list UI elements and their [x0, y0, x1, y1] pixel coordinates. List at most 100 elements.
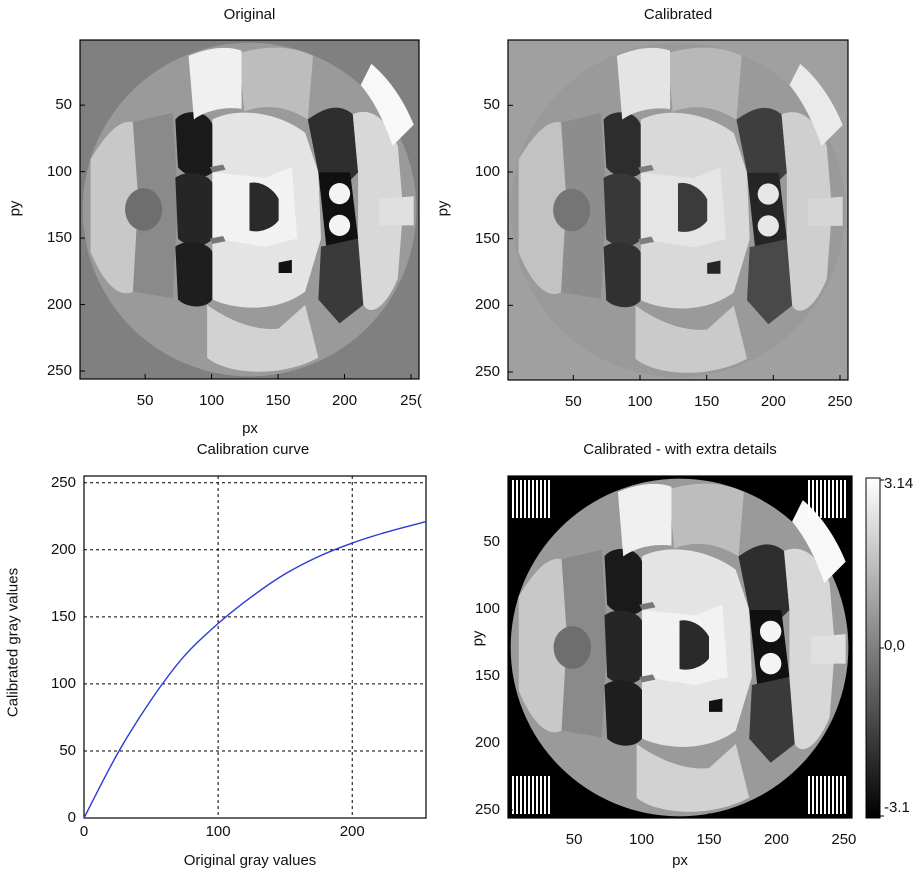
calibration-stripe: [812, 776, 814, 814]
calibration-stripe: [548, 776, 550, 814]
calibration-stripe: [528, 480, 530, 518]
colorbar-label: 0,0: [884, 637, 905, 654]
chart-title-calibrated-extra: Calibrated - with extra details: [583, 441, 777, 458]
calibration-stripe: [808, 776, 810, 814]
x-tick-label: 100: [629, 831, 655, 848]
calibration-stripe: [512, 776, 514, 814]
calibration-stripe: [840, 480, 842, 518]
calibration-stripe: [520, 776, 522, 814]
chart-title-original: Original: [223, 6, 276, 23]
calibration-stripe: [824, 776, 826, 814]
calibration-stripe: [836, 776, 838, 814]
x-tick-label: 100: [205, 823, 231, 840]
y-tick-label: 200: [50, 540, 76, 558]
calibration-stripe: [512, 480, 514, 518]
y-tick-label: 200: [46, 295, 72, 313]
colorbar-label: -3.1: [884, 799, 910, 816]
y-tick-label: 250: [50, 473, 76, 491]
calibration-stripe: [828, 480, 830, 518]
axes-calibration-curve: [83, 475, 427, 819]
calibration-stripe: [832, 480, 834, 518]
calibration-stripe: [544, 480, 546, 518]
y-tick-label: 250: [474, 363, 500, 380]
y-tick-label: 50: [483, 96, 500, 114]
panel-calibrated: [508, 40, 848, 380]
y-tick-label: 100: [50, 674, 76, 692]
x-tick-label: 200: [332, 392, 358, 409]
y-tick-label: 0: [67, 809, 76, 826]
y-tick-label: 150: [46, 229, 72, 247]
y-tick-label: 50: [55, 96, 72, 114]
x-tick-label: 250: [831, 831, 857, 848]
y-tick-label: 150: [474, 229, 500, 247]
axes-calibrated-extra: [507, 475, 853, 819]
calibration-stripe: [536, 480, 538, 518]
panel-original: [80, 40, 419, 379]
y-tick-label: 150: [474, 666, 500, 684]
x-tick-label: 150: [694, 393, 720, 410]
calibration-stripe: [520, 480, 522, 518]
x-tick-label: 50: [564, 393, 582, 410]
x-tick-label: 200: [763, 831, 789, 848]
calibration-stripe: [816, 776, 818, 814]
x-tick-label: 50: [565, 831, 583, 848]
calibration-stripe: [536, 776, 538, 814]
calibration-stripe: [844, 776, 846, 814]
x-tick-label: 50: [136, 392, 154, 409]
y-tick-label: 100: [474, 163, 500, 180]
colorbar: [865, 477, 881, 819]
y-tick-label: 50: [59, 741, 76, 759]
x-tick-label: 25(: [400, 392, 422, 409]
axes-calibrated: [507, 39, 849, 381]
y-tick-label: 150: [50, 607, 76, 625]
y-tick-label: 100: [46, 162, 72, 180]
x-tick-label: 200: [760, 393, 786, 410]
chart-title-calibrated: Calibrated: [643, 6, 713, 23]
calibration-stripe: [808, 480, 810, 518]
calibration-curve-line: [83, 520, 427, 819]
calibration-stripe: [820, 776, 822, 814]
y-tick-label: 200: [474, 733, 500, 751]
calibration-stripe: [844, 480, 846, 518]
curve-xlabel: Original gray values: [183, 852, 317, 869]
x-tick-label: 0: [79, 823, 89, 840]
calibration-stripe: [840, 776, 842, 814]
y-tick-label: 100: [474, 599, 500, 617]
calibration-stripe: [540, 480, 542, 518]
calibration-stripe: [524, 776, 526, 814]
y-tick-label: 250: [474, 800, 500, 818]
calibration-stripe: [816, 480, 818, 518]
x-tick-label: 100: [627, 393, 653, 410]
y-tick-label: 50: [483, 532, 500, 550]
extra-xlabel: px: [672, 852, 688, 869]
colorbar-label: 3.14: [884, 475, 914, 492]
calibration-stripe: [824, 480, 826, 518]
calibration-stripe: [532, 480, 534, 518]
calibration-stripe: [832, 776, 834, 814]
calibration-stripe: [532, 776, 534, 814]
x-tick-label: 150: [696, 831, 722, 848]
chart-title-calibration-curve: Calibration curve: [196, 441, 310, 458]
x-tick-label: 250: [827, 393, 853, 410]
x-tick-label: 200: [339, 823, 365, 840]
calibration-stripe: [828, 776, 830, 814]
calibration-stripe: [812, 480, 814, 518]
original-xlabel: px: [242, 420, 258, 437]
calibration-stripe: [544, 776, 546, 814]
x-tick-label: 150: [265, 392, 291, 409]
calibration-stripe: [540, 776, 542, 814]
y-tick-label: 250: [46, 362, 72, 380]
curve-grid: [84, 476, 426, 818]
axes-original: [79, 39, 420, 380]
calibration-stripe: [528, 776, 530, 814]
x-tick-label: 100: [199, 392, 225, 409]
calibration-stripe: [524, 480, 526, 518]
calibration-stripe: [836, 480, 838, 518]
panel-calibrated-extra: [508, 476, 852, 818]
y-tick-label: 200: [474, 296, 500, 314]
calibration-stripe: [820, 480, 822, 518]
calibration-stripe: [548, 480, 550, 518]
calibration-stripe: [516, 776, 518, 814]
calibration-stripe: [516, 480, 518, 518]
